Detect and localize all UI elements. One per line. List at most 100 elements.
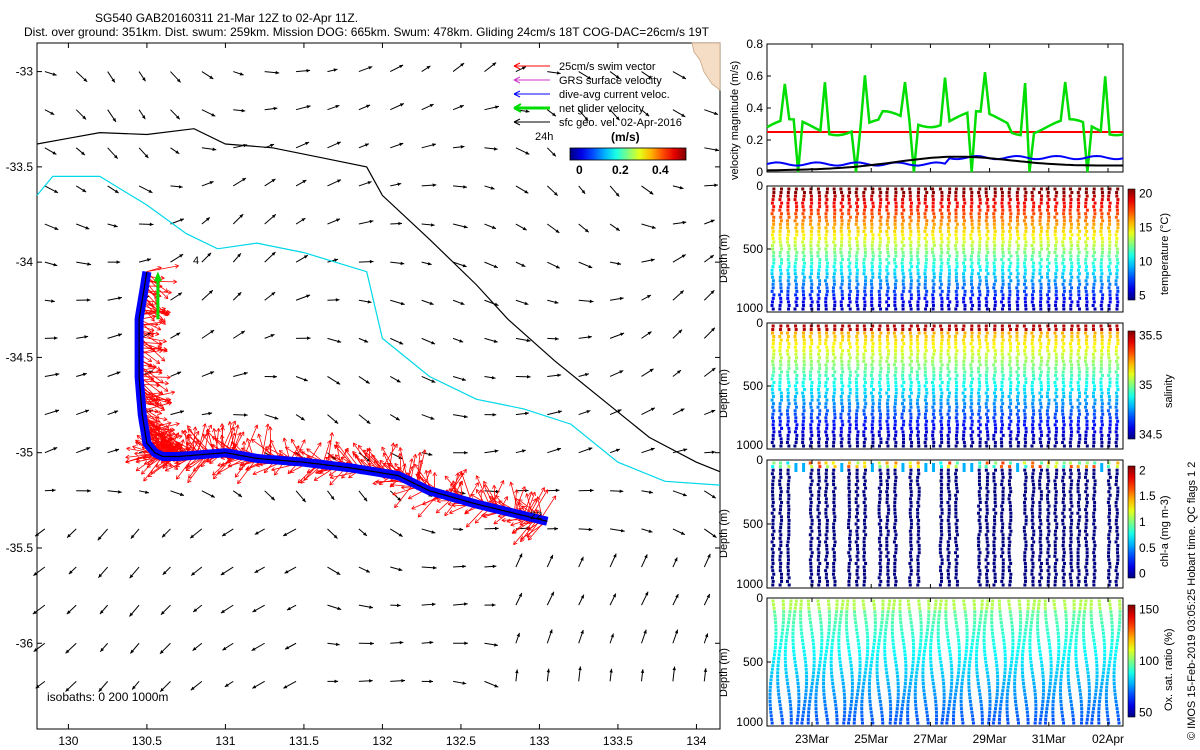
profile-sample: [795, 251, 799, 255]
profile-sample: [931, 296, 935, 300]
profile-sample: [1023, 349, 1027, 353]
profile-sample: [901, 391, 905, 395]
profile-sample: [818, 409, 822, 413]
profile-sample: [808, 373, 812, 377]
profile-sample: [840, 388, 844, 392]
profile-sample: [802, 356, 806, 360]
profile-sample: [947, 335, 951, 339]
profile-sample: [1108, 296, 1112, 300]
swim-vector-head: [444, 475, 449, 481]
swim-vector-head: [329, 474, 335, 480]
profile-sample: [993, 335, 997, 339]
profile-sample: [825, 366, 829, 370]
profile-sample: [824, 412, 828, 416]
profile-sample: [955, 331, 959, 335]
profile-sample: [931, 433, 935, 437]
profile-sample: [862, 444, 866, 448]
profile-sample: [878, 391, 882, 395]
profile-sample: [924, 226, 928, 230]
swim-vector-head: [237, 479, 242, 485]
profile-sample: [963, 303, 967, 307]
profile-sample: [1000, 194, 1004, 198]
profile-sample: [809, 437, 813, 441]
profile-sample: [1084, 363, 1088, 367]
geo-arrow-head: [518, 592, 522, 597]
profile-sample: [871, 236, 875, 240]
profile-sample: [817, 331, 821, 335]
profile-sample: [1031, 282, 1035, 286]
profile-sample: [971, 293, 975, 297]
swim-vector-head: [207, 424, 212, 429]
profile-sample: [1032, 236, 1036, 240]
profile-sample: [878, 377, 882, 381]
profile-sample: [863, 391, 867, 395]
profile-sample: [793, 331, 797, 335]
profile-sample: [786, 352, 790, 356]
profile-sample: [932, 416, 936, 420]
geo-arrow-head: [678, 329, 683, 334]
profile-sample: [1062, 268, 1066, 272]
profile-sample: [954, 296, 958, 300]
profile-sample: [885, 205, 889, 209]
profile-sample: [938, 275, 942, 279]
geo-arrow-head: [240, 330, 245, 335]
profile-sample: [986, 205, 990, 209]
swim-vector-head: [137, 441, 142, 446]
geo-arrow-head: [432, 566, 437, 570]
profile-sample: [795, 289, 799, 293]
profile-sample: [1062, 349, 1066, 353]
profile-sample: [900, 293, 904, 297]
profile-sample: [887, 303, 891, 307]
profile-sample: [1108, 222, 1112, 226]
swim-vector-head: [392, 491, 397, 496]
profile-sample: [1115, 247, 1119, 251]
profile-sample: [848, 345, 852, 349]
geo-arrow-head: [429, 104, 434, 108]
profile-sample: [931, 198, 935, 202]
swim-vector-head: [175, 422, 180, 427]
profile-sample: [1078, 229, 1082, 233]
profile-sample: [1062, 194, 1066, 198]
profile-sample: [939, 419, 943, 423]
profile-sample: [977, 377, 981, 381]
profile-sample: [909, 261, 913, 265]
profile-sample: [962, 373, 966, 377]
profile-sample: [1077, 366, 1081, 370]
geo-arrow-head: [490, 186, 495, 190]
profile-sample: [923, 187, 927, 191]
profile-sample: [894, 251, 898, 255]
profile-sample: [908, 395, 912, 399]
profile-sample: [985, 384, 989, 388]
profile-sample: [818, 205, 822, 209]
profile-sample: [1077, 426, 1081, 430]
geo-arrow-head: [364, 339, 369, 343]
profile-sample: [993, 366, 997, 370]
profile-sample: [786, 226, 790, 230]
profile-sample: [824, 405, 828, 409]
profile-sample: [825, 198, 829, 202]
profile-sample: [1116, 261, 1120, 265]
profile-sample: [855, 272, 859, 276]
profile-sample: [1015, 405, 1019, 409]
profile-sample: [787, 215, 791, 219]
profile-sample: [970, 324, 974, 328]
profile-sample: [809, 412, 813, 416]
profile-sample: [1046, 388, 1050, 392]
profile-sample: [831, 349, 835, 353]
profile-sample: [863, 405, 867, 409]
profile-sample: [879, 222, 883, 226]
profile-sample: [902, 275, 906, 279]
profile-sample: [940, 338, 944, 342]
profile-sample: [963, 258, 967, 262]
profile-sample: [1046, 272, 1050, 276]
profile-sample: [1023, 444, 1027, 448]
profile-sample: [894, 440, 898, 444]
profile-sample: [1054, 419, 1058, 423]
geo-arrow-head: [54, 189, 59, 193]
profile-sample: [870, 286, 874, 290]
profile-sample: [1008, 187, 1012, 191]
profile-sample: [1032, 440, 1036, 444]
profile-sample: [787, 229, 791, 233]
geo-arrow-head: [462, 681, 467, 685]
profile-sample: [870, 226, 874, 230]
